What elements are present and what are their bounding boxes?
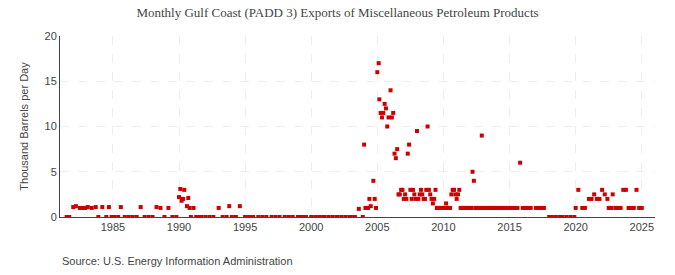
svg-text:2010: 2010 bbox=[431, 221, 455, 233]
svg-text:2020: 2020 bbox=[563, 221, 587, 233]
svg-text:2025: 2025 bbox=[630, 221, 654, 233]
svg-text:10: 10 bbox=[45, 120, 57, 132]
svg-text:20: 20 bbox=[45, 30, 57, 42]
svg-text:Monthly Gulf Coast (PADD 3) Ex: Monthly Gulf Coast (PADD 3) Exports of M… bbox=[136, 5, 538, 20]
svg-text:2005: 2005 bbox=[365, 221, 389, 233]
svg-text:1985: 1985 bbox=[101, 221, 125, 233]
svg-text:5: 5 bbox=[51, 166, 57, 178]
svg-text:15: 15 bbox=[45, 75, 57, 87]
svg-text:Thousand Barrels per Day: Thousand Barrels per Day bbox=[18, 62, 30, 191]
svg-text:0: 0 bbox=[51, 211, 57, 223]
svg-text:1990: 1990 bbox=[167, 221, 191, 233]
svg-text:2000: 2000 bbox=[299, 221, 323, 233]
svg-text:1995: 1995 bbox=[233, 221, 257, 233]
svg-text:Source: U.S. Energy Informatio: Source: U.S. Energy Information Administ… bbox=[62, 255, 293, 267]
svg-text:2015: 2015 bbox=[497, 221, 521, 233]
